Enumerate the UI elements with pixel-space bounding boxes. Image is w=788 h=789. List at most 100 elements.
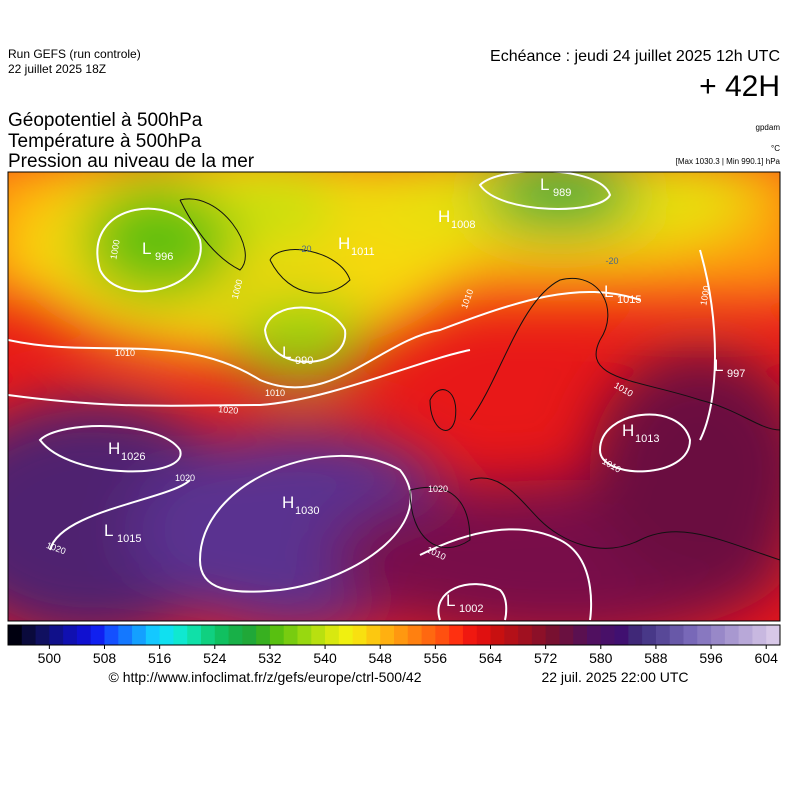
pressure-center-letter: H bbox=[108, 439, 120, 458]
colorbar-swatch bbox=[449, 625, 464, 645]
colorbar-tick-label: 588 bbox=[644, 650, 668, 666]
pressure-center-letter: H bbox=[622, 421, 634, 440]
colorbar-swatch bbox=[738, 625, 753, 645]
colorbar-swatch bbox=[145, 625, 161, 645]
colorbar-swatch bbox=[297, 625, 312, 645]
pressure-center-value: 989 bbox=[553, 187, 571, 199]
unit-temperature: °C bbox=[771, 144, 780, 153]
colorbar-swatch bbox=[380, 625, 395, 645]
pressure-center-letter: L bbox=[446, 591, 455, 610]
pressure-center-value: 1008 bbox=[451, 219, 475, 231]
isobars bbox=[8, 172, 716, 621]
colorbar-tick-label: 604 bbox=[755, 650, 779, 666]
colorbar-swatch bbox=[476, 625, 491, 645]
colorbar-swatch bbox=[283, 625, 298, 645]
pressure-center-letter: L bbox=[540, 175, 549, 194]
generated-time: 22 juil. 2025 22:00 UTC bbox=[541, 669, 688, 685]
colorbar-swatch bbox=[504, 625, 519, 645]
pressure-center-value: 1026 bbox=[121, 451, 145, 463]
colorbar-swatch bbox=[559, 625, 574, 645]
colorbar-tick-label: 580 bbox=[589, 650, 613, 666]
isobar-label: 1010 bbox=[265, 388, 285, 398]
colorbar-frame bbox=[7, 624, 781, 646]
pressure-center-letter: H bbox=[338, 234, 350, 253]
colorbar-tick-label: 572 bbox=[534, 650, 558, 666]
colorbar-swatch bbox=[711, 625, 726, 645]
colorbar-tick-label: 596 bbox=[699, 650, 723, 666]
pressure-center-letter: H bbox=[282, 493, 294, 512]
colorbar-swatch bbox=[642, 625, 657, 645]
colorbar-swatch bbox=[573, 625, 588, 645]
map-field bbox=[8, 172, 780, 621]
colorbar-swatch bbox=[462, 625, 478, 645]
pressure-center-letter: L bbox=[714, 356, 723, 375]
lead-time: + 42H bbox=[699, 70, 780, 103]
isobar-label: 1010 bbox=[115, 348, 135, 358]
colorbar-swatch bbox=[159, 625, 174, 645]
colorbar-swatch bbox=[173, 625, 188, 645]
isobar-label: 1020 bbox=[428, 484, 448, 494]
colorbar-swatch bbox=[655, 625, 671, 645]
pressure-center-letter: L bbox=[604, 282, 613, 301]
colorbar-swatch bbox=[325, 625, 340, 645]
isobar-label: 1000 bbox=[108, 239, 121, 260]
colorbar-swatch bbox=[49, 625, 64, 645]
colorbar-swatch bbox=[545, 625, 560, 645]
isotherm-label: -20 bbox=[605, 256, 618, 266]
pressure-center-letter: H bbox=[438, 207, 450, 226]
colorbar-swatch bbox=[628, 625, 643, 645]
colorbar-swatch bbox=[35, 625, 50, 645]
run-label: Run GEFS (run controle) bbox=[8, 47, 141, 61]
colorbar-swatch bbox=[187, 625, 202, 645]
colorbar-tick-label: 532 bbox=[258, 650, 282, 666]
colorbar-tick-label: 524 bbox=[203, 650, 227, 666]
colorbar-swatch bbox=[76, 625, 92, 645]
colorbar-swatch bbox=[242, 625, 257, 645]
colorbar-swatch bbox=[407, 625, 423, 645]
valid-time: Echéance : jeudi 24 juillet 2025 12h UTC bbox=[490, 48, 780, 65]
colorbar-swatch bbox=[104, 625, 119, 645]
colorbar-tick-label: 556 bbox=[424, 650, 448, 666]
pressure-center-value: 1002 bbox=[459, 603, 483, 615]
colorbar-swatch bbox=[683, 625, 698, 645]
isobar-label: 1000 bbox=[698, 285, 711, 306]
colorbar-tick-label: 500 bbox=[38, 650, 62, 666]
colorbar-swatch bbox=[228, 625, 243, 645]
title-pressure: Pression au niveau de la mer bbox=[8, 151, 255, 172]
colorbar-swatch bbox=[8, 625, 23, 645]
colorbar-swatch bbox=[587, 625, 602, 645]
colorbar-tick-label: 508 bbox=[93, 650, 117, 666]
colorbar-tick-label: 540 bbox=[313, 650, 337, 666]
colorbar-swatch bbox=[531, 625, 547, 645]
unit-pressure: [Max 1030.3 | Min 990.1] hPa bbox=[676, 157, 781, 166]
colorbar-swatch bbox=[752, 625, 767, 645]
colorbar-swatch bbox=[724, 625, 740, 645]
colorbar-swatch bbox=[311, 625, 326, 645]
colorbar-swatch bbox=[352, 625, 367, 645]
colorbar-swatch bbox=[338, 625, 354, 645]
title-geopotential: Géopotentiel à 500hPa bbox=[8, 110, 203, 131]
colorbar-swatch bbox=[63, 625, 78, 645]
colorbar-swatch bbox=[269, 625, 285, 645]
colorbar-swatch bbox=[214, 625, 230, 645]
colorbar-swatch bbox=[421, 625, 436, 645]
run-date: 22 juillet 2025 18Z bbox=[8, 62, 106, 76]
colorbar-swatch bbox=[21, 625, 37, 645]
pressure-center-value: 1013 bbox=[635, 433, 659, 445]
colorbar-tick-label: 564 bbox=[479, 650, 503, 666]
colorbar-swatch bbox=[435, 625, 450, 645]
pressure-center-value: 1030 bbox=[295, 505, 319, 517]
title-temperature: Température à 500hPa bbox=[8, 131, 202, 152]
pressure-center-letter: L bbox=[282, 343, 291, 362]
colorbar-tick-label: 516 bbox=[148, 650, 172, 666]
pressure-center-value: 996 bbox=[155, 251, 173, 263]
pressure-center-value: 990 bbox=[295, 355, 313, 367]
colorbar-swatch bbox=[766, 625, 781, 645]
colorbar-swatch bbox=[118, 625, 133, 645]
pressure-center-value: 1015 bbox=[617, 294, 641, 306]
colorbar: 500 508 516 524 532 540 548 556 564 572 580 588 596 6… bbox=[7, 624, 781, 666]
colorbar-swatch bbox=[394, 625, 409, 645]
geopotential-shading bbox=[8, 172, 780, 621]
pressure-center-value: 997 bbox=[727, 368, 745, 380]
